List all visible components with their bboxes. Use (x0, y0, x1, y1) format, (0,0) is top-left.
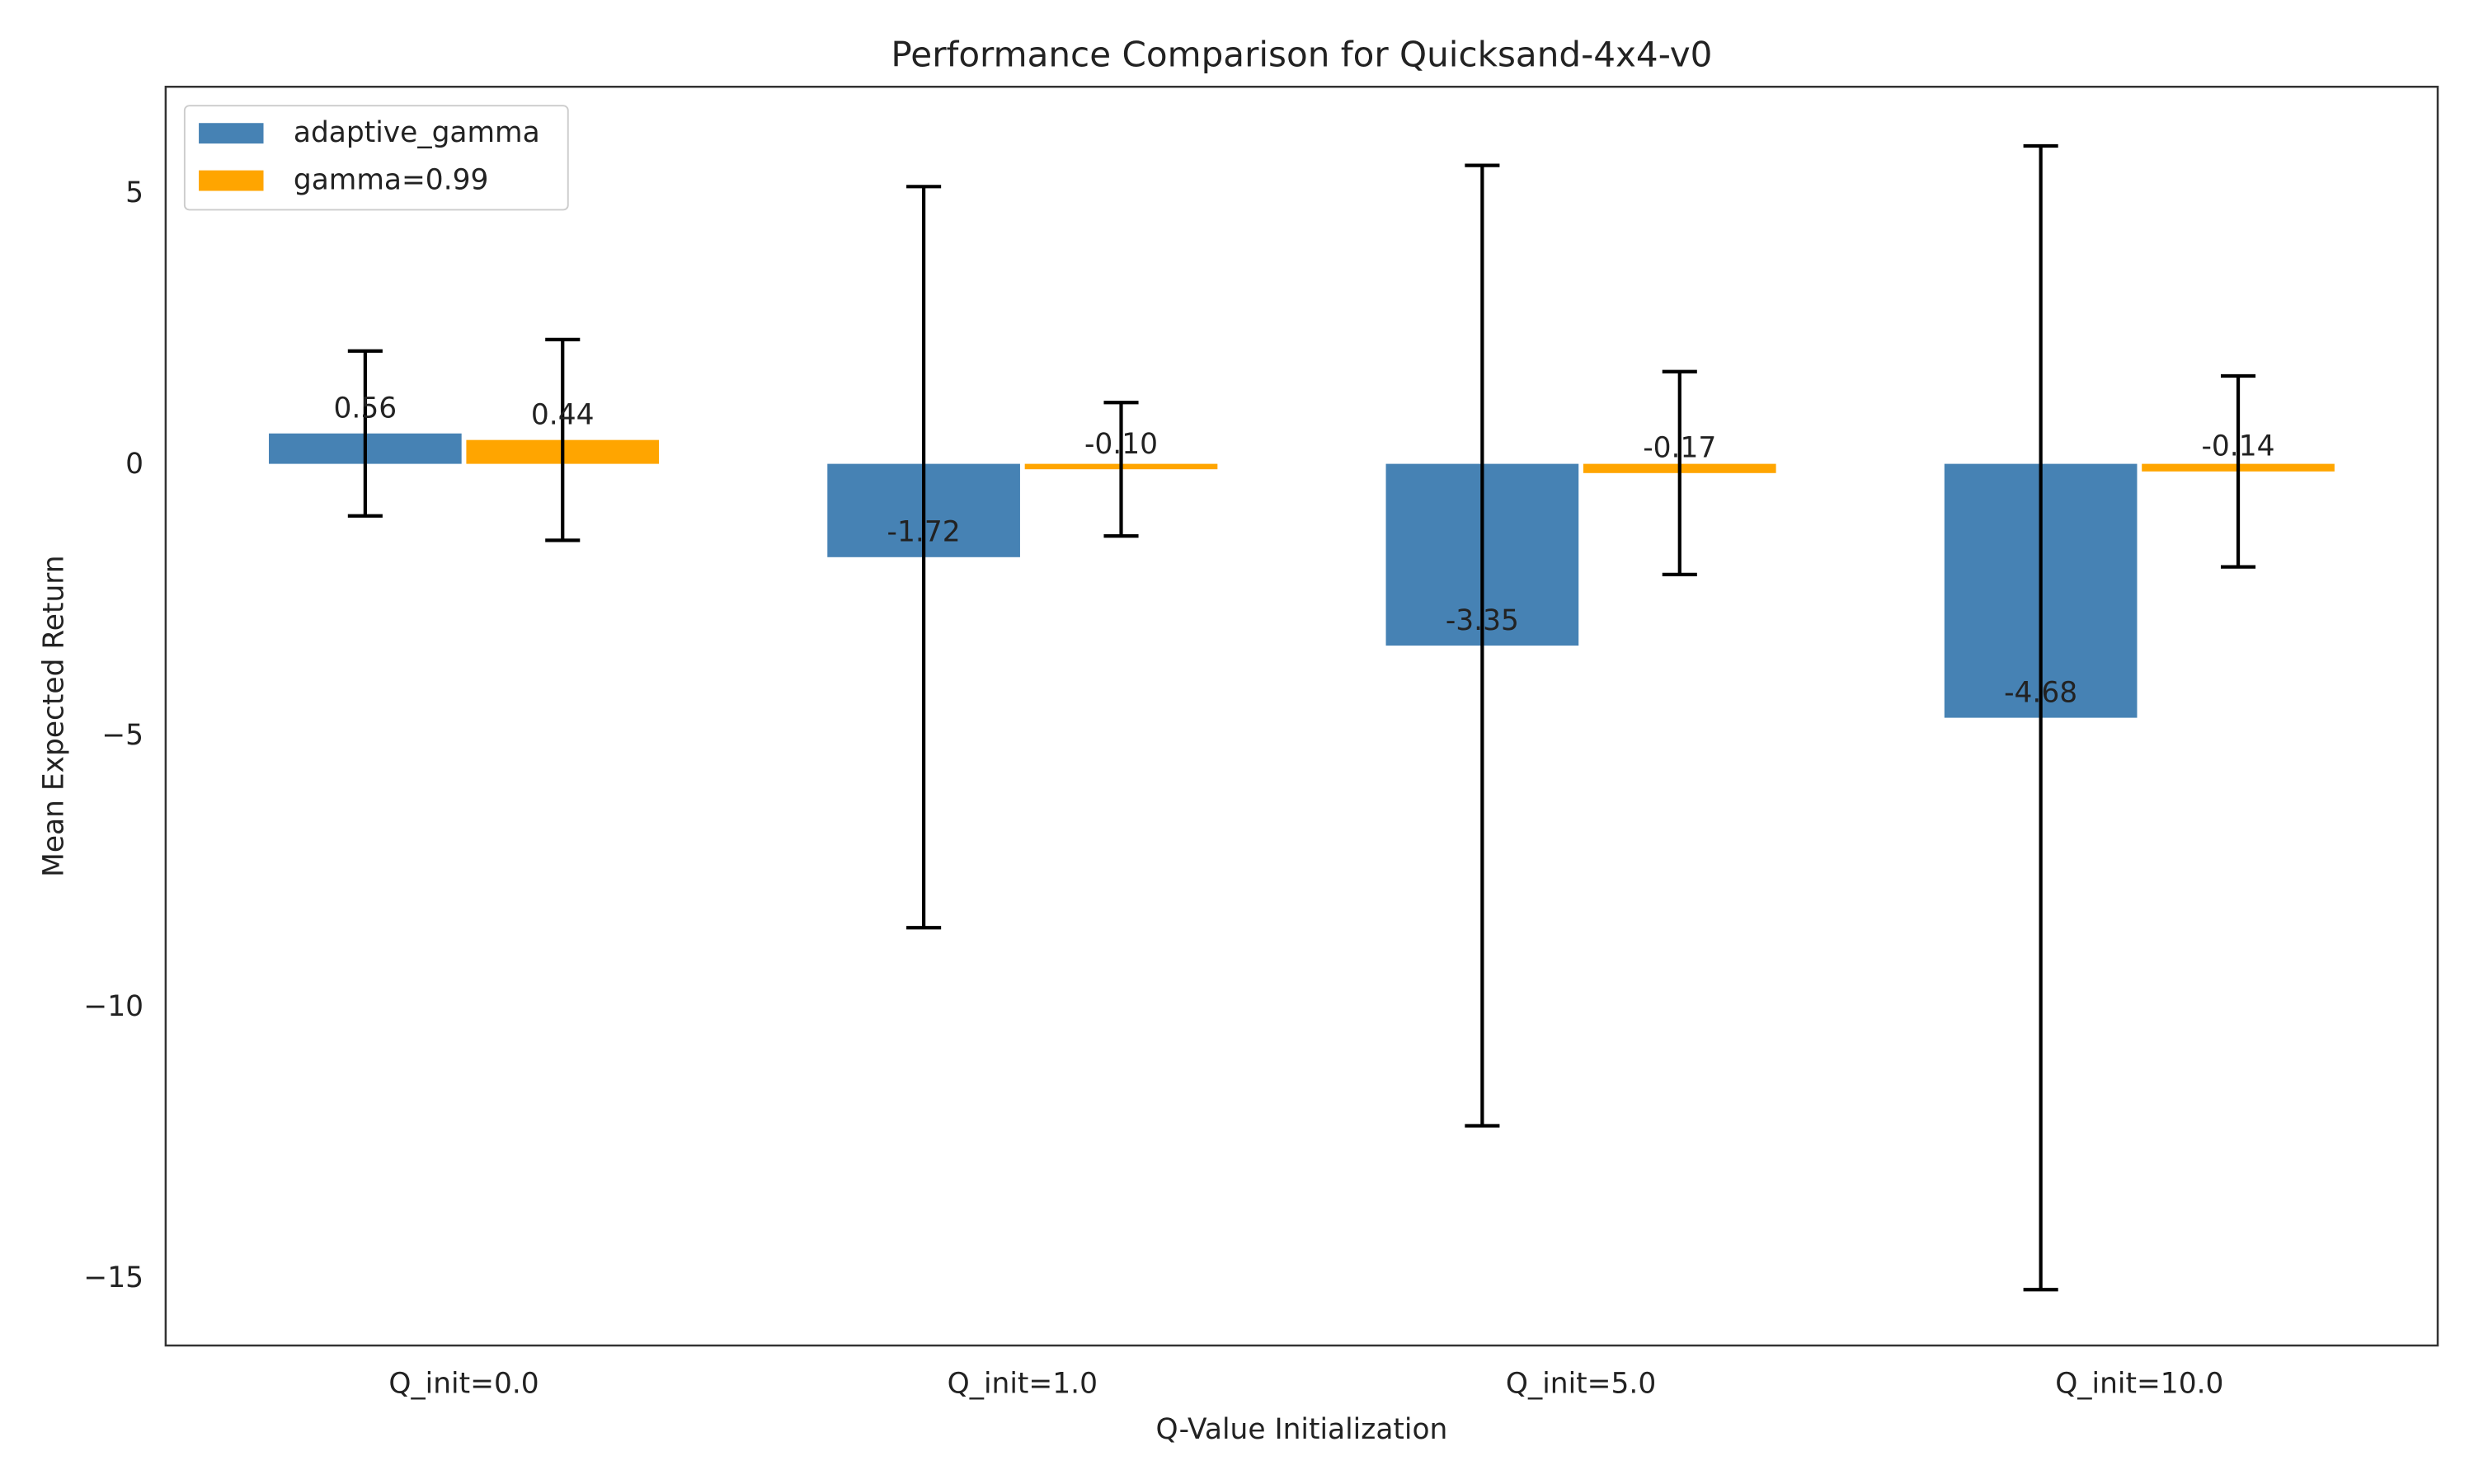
value-label: -3.35 (1446, 604, 1519, 637)
y-tick-label: 5 (125, 176, 143, 209)
value-label: -0.17 (1643, 432, 1716, 465)
value-label: 0.44 (531, 399, 595, 432)
plot: −15 −10 −5 0 5 Q_init=0.0 Q_init=1.0 Q_init=5.0… (83, 105, 2335, 1400)
x-tick-label: Q_init=1.0 (948, 1367, 1098, 1400)
legend-label: gamma=0.99 (294, 164, 489, 197)
x-tick-label: Q_init=10.0 (2055, 1367, 2223, 1400)
x-tick-label: Q_init=0.0 (388, 1367, 539, 1400)
value-label: -1.72 (887, 516, 961, 549)
y-axis-label: Mean Expected Return (38, 555, 71, 876)
legend-label: adaptive_gamma (294, 116, 540, 149)
axes-frame (164, 85, 2439, 1347)
y-tick-label: −15 (83, 1261, 143, 1294)
value-label: 0.56 (334, 392, 397, 425)
chart-title: Performance Comparison for Quicksand-4x4… (891, 34, 1712, 74)
legend-swatch (199, 170, 264, 191)
x-tick-label: Q_init=5.0 (1506, 1367, 1656, 1400)
value-label: -0.14 (2201, 430, 2274, 463)
legend-swatch (199, 123, 264, 144)
y-tick-label: −10 (83, 990, 143, 1023)
y-tick-label: 0 (125, 448, 143, 481)
legend: adaptive_gamma gamma=0.99 (183, 105, 569, 211)
legend-frame (183, 105, 569, 211)
value-label: -4.68 (2004, 676, 2077, 709)
x-axis-label: Q-Value Initialization (1156, 1413, 1448, 1446)
value-label: -0.10 (1084, 428, 1158, 461)
y-tick-label: −5 (101, 719, 143, 752)
